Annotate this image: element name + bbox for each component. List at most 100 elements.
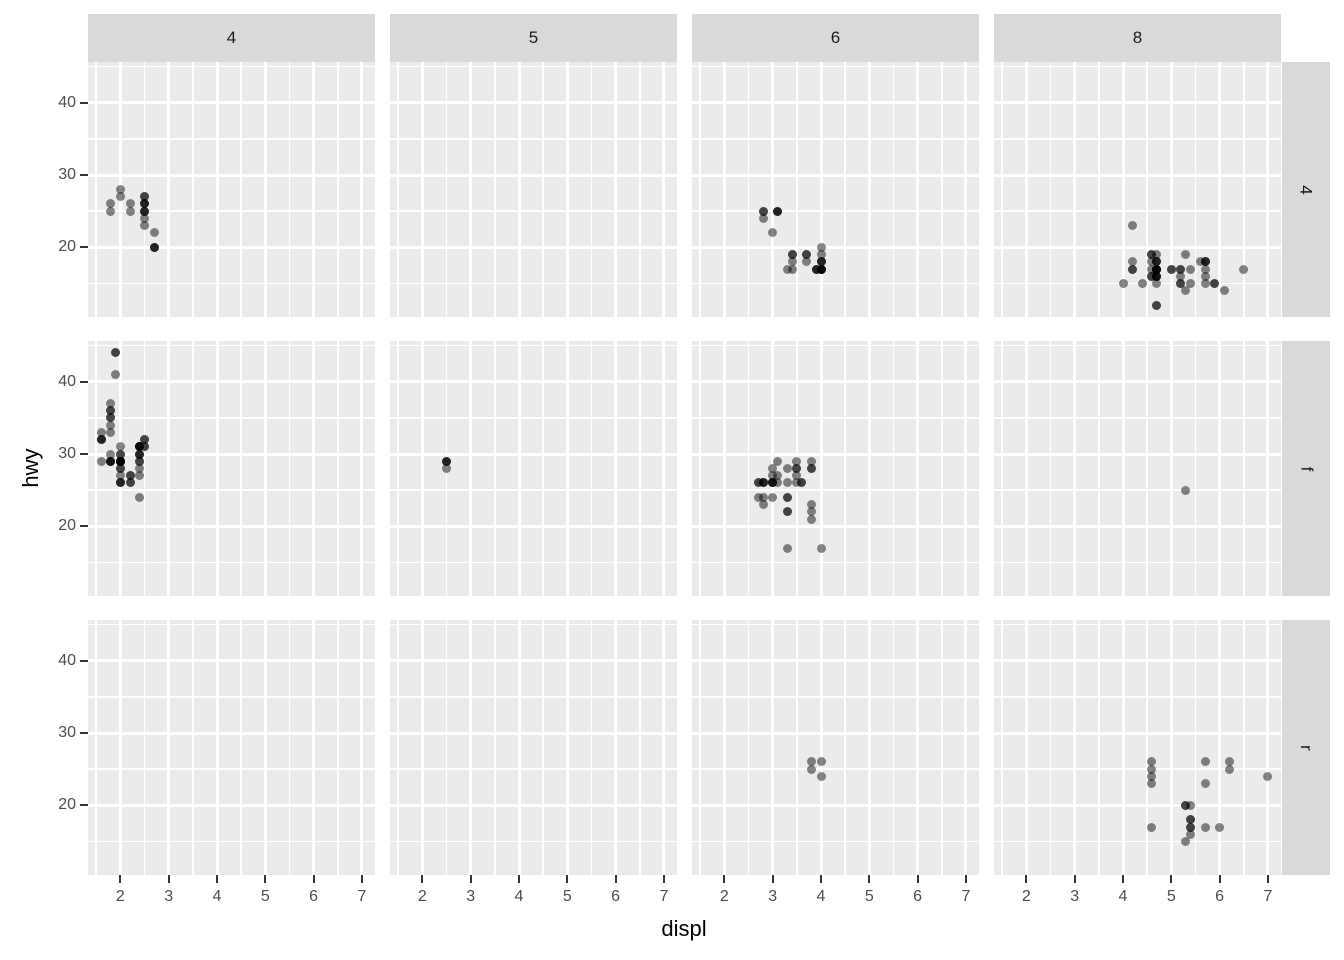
gridline-minor-y <box>390 282 677 285</box>
data-point <box>111 348 121 358</box>
x-axis-tick-label: 7 <box>357 888 367 905</box>
gridline-major-y <box>994 452 1281 456</box>
gridline-minor-x <box>542 341 544 596</box>
gridline-major-x <box>819 620 823 875</box>
gridline-minor-y <box>994 768 1281 770</box>
gridline-major-x <box>867 62 871 317</box>
data-point <box>816 264 826 274</box>
facet-row-strip-label: f <box>1296 466 1316 471</box>
data-point <box>806 500 816 510</box>
gridline-minor-x <box>240 341 242 596</box>
facet-panel-cyl5-drv4 <box>390 62 677 317</box>
gridline-major-x <box>420 620 424 875</box>
gridline-major-x <box>565 341 569 596</box>
data-point <box>442 456 452 466</box>
data-point <box>1152 264 1162 274</box>
gridline-minor-y <box>994 561 1281 564</box>
data-point <box>1128 257 1138 267</box>
gridline-minor-x <box>1243 62 1245 317</box>
gridline-minor-x <box>1146 62 1148 317</box>
gridline-minor-x <box>143 62 146 317</box>
data-point <box>811 264 821 274</box>
facet-panel-cyl6-drv4 <box>692 62 979 317</box>
gridline-minor-x <box>192 62 194 317</box>
gridline-major-y <box>390 245 677 249</box>
data-point <box>115 456 125 466</box>
gridline-minor-x <box>288 62 291 317</box>
facet-panel-cyl4-drvf <box>88 341 375 596</box>
data-point <box>106 456 116 466</box>
data-point <box>1118 279 1128 289</box>
gridline-minor-y <box>994 696 1281 698</box>
data-point <box>442 464 452 473</box>
data-point <box>125 206 135 216</box>
data-point <box>802 250 811 260</box>
gridline-major-x <box>964 341 968 596</box>
data-point <box>106 456 116 466</box>
y-axis-tick <box>80 380 88 383</box>
gridline-minor-x <box>1049 620 1052 875</box>
data-point <box>782 492 792 502</box>
gridline-major-x <box>916 620 920 875</box>
facet-panel-cyl6-drvr <box>692 620 979 875</box>
facet-row-strip: f <box>1282 341 1330 596</box>
data-point <box>115 456 125 466</box>
x-axis-tick <box>964 875 967 883</box>
data-point <box>782 492 792 502</box>
x-axis-tick-label: 2 <box>115 888 125 905</box>
data-point <box>135 449 145 459</box>
gridline-minor-x <box>542 620 544 875</box>
data-point <box>758 206 768 216</box>
data-point <box>115 456 125 466</box>
x-axis-tick <box>312 875 315 883</box>
data-point <box>1200 279 1210 289</box>
gridline-major-x <box>916 341 920 596</box>
gridline-minor-y <box>88 840 375 843</box>
gridline-minor-y <box>390 489 677 491</box>
data-point <box>140 192 150 202</box>
data-point <box>1224 764 1234 774</box>
gridline-minor-x <box>143 620 146 875</box>
gridline-minor-y <box>390 344 677 347</box>
data-point <box>1152 264 1162 274</box>
y-axis-tick <box>80 732 88 734</box>
facet-panel-cyl4-drv4 <box>88 62 375 317</box>
x-axis-tick-label: 3 <box>466 888 476 905</box>
data-point <box>96 435 106 445</box>
gridline-minor-x <box>445 62 448 317</box>
data-point <box>806 456 816 466</box>
x-axis-tick <box>469 875 472 883</box>
x-axis-tick <box>1025 875 1028 883</box>
data-point <box>816 264 826 274</box>
y-axis-tick-label: 30 <box>58 724 76 741</box>
gridline-minor-x <box>1049 62 1052 317</box>
data-point <box>140 213 150 223</box>
gridline-major-x <box>1073 62 1077 317</box>
gridline-major-y <box>692 803 979 807</box>
gridline-major-y <box>390 452 677 456</box>
data-point <box>768 492 778 502</box>
gridline-minor-y <box>88 623 375 626</box>
gridline-minor-x <box>590 62 593 317</box>
gridline-minor-x <box>844 341 846 596</box>
gridline-minor-x <box>494 620 496 875</box>
gridline-minor-x <box>1243 341 1245 596</box>
data-point <box>1128 221 1138 231</box>
data-point <box>1147 771 1157 781</box>
data-point <box>802 250 811 260</box>
gridline-minor-y <box>390 138 677 140</box>
data-point <box>773 206 783 216</box>
x-axis-title: displ <box>661 916 707 941</box>
data-point <box>782 543 792 553</box>
data-point <box>106 398 116 408</box>
gridline-major-y <box>88 173 375 177</box>
data-point <box>1166 264 1176 274</box>
y-axis-tick <box>80 659 88 662</box>
gridline-minor-y <box>390 210 677 212</box>
gridline-minor-y <box>692 138 979 140</box>
gridline-minor-x <box>397 620 399 875</box>
data-point <box>1181 485 1191 495</box>
data-point <box>1152 257 1162 267</box>
data-point <box>115 449 125 459</box>
data-point <box>773 206 783 216</box>
